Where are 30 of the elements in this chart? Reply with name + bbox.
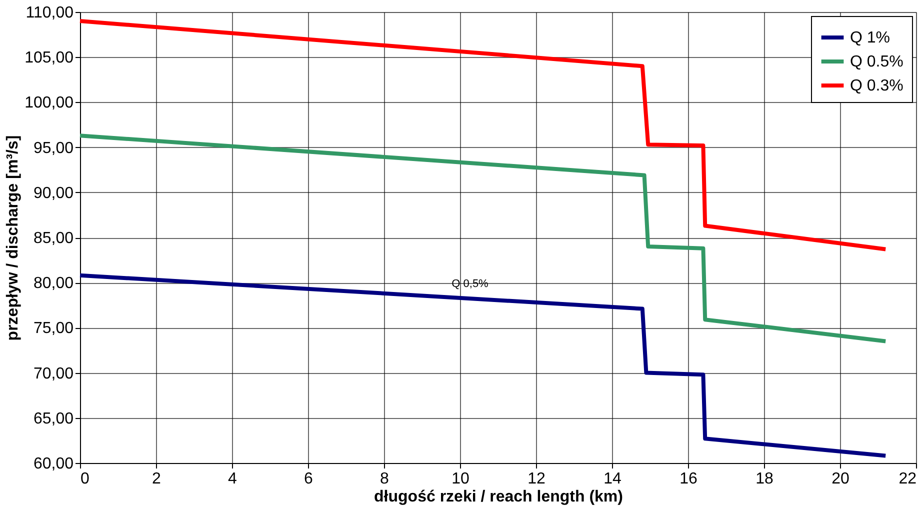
y-tick-label: 70,00 xyxy=(33,365,74,382)
y-tick-label: 105,00 xyxy=(24,50,74,67)
legend-label: Q 1% xyxy=(850,30,890,46)
x-axis-title: długość rzeki / reach length (km) xyxy=(374,488,623,506)
x-tick-label: 22 xyxy=(898,470,917,488)
x-tick-label: 20 xyxy=(832,470,850,488)
line-series xyxy=(78,273,888,458)
y-tick-label: 95,00 xyxy=(33,140,74,157)
x-tick-label: 0 xyxy=(80,470,90,488)
y-tick-label: 90,00 xyxy=(33,184,74,202)
x-tick-label: 10 xyxy=(452,470,470,488)
y-tick-label: 75,00 xyxy=(33,320,74,338)
y-tick-label: 110,00 xyxy=(26,4,74,22)
x-tick-label: 8 xyxy=(380,470,390,488)
y-axis-title: przepływ / discharge [m³/s] xyxy=(4,135,22,341)
y-tick-label: 65,00 xyxy=(33,410,74,428)
line-series xyxy=(78,134,888,344)
x-tick-label: 6 xyxy=(304,470,314,488)
legend-label: Q 0.3% xyxy=(850,78,904,94)
y-tick-label: 80,00 xyxy=(33,275,74,292)
legend-label: Q 0.5% xyxy=(850,54,904,70)
x-tick-label: 4 xyxy=(228,470,238,488)
x-tick-label: 16 xyxy=(680,470,698,488)
x-tick-label: 18 xyxy=(756,470,774,488)
y-tick-label: 60,00 xyxy=(33,456,74,472)
x-tick-label: 14 xyxy=(604,470,622,488)
y-tick-label: 85,00 xyxy=(33,230,74,247)
y-tick-label: 100,00 xyxy=(24,94,74,112)
x-tick-label: 12 xyxy=(528,470,546,488)
x-tick-label: 2 xyxy=(152,470,162,488)
